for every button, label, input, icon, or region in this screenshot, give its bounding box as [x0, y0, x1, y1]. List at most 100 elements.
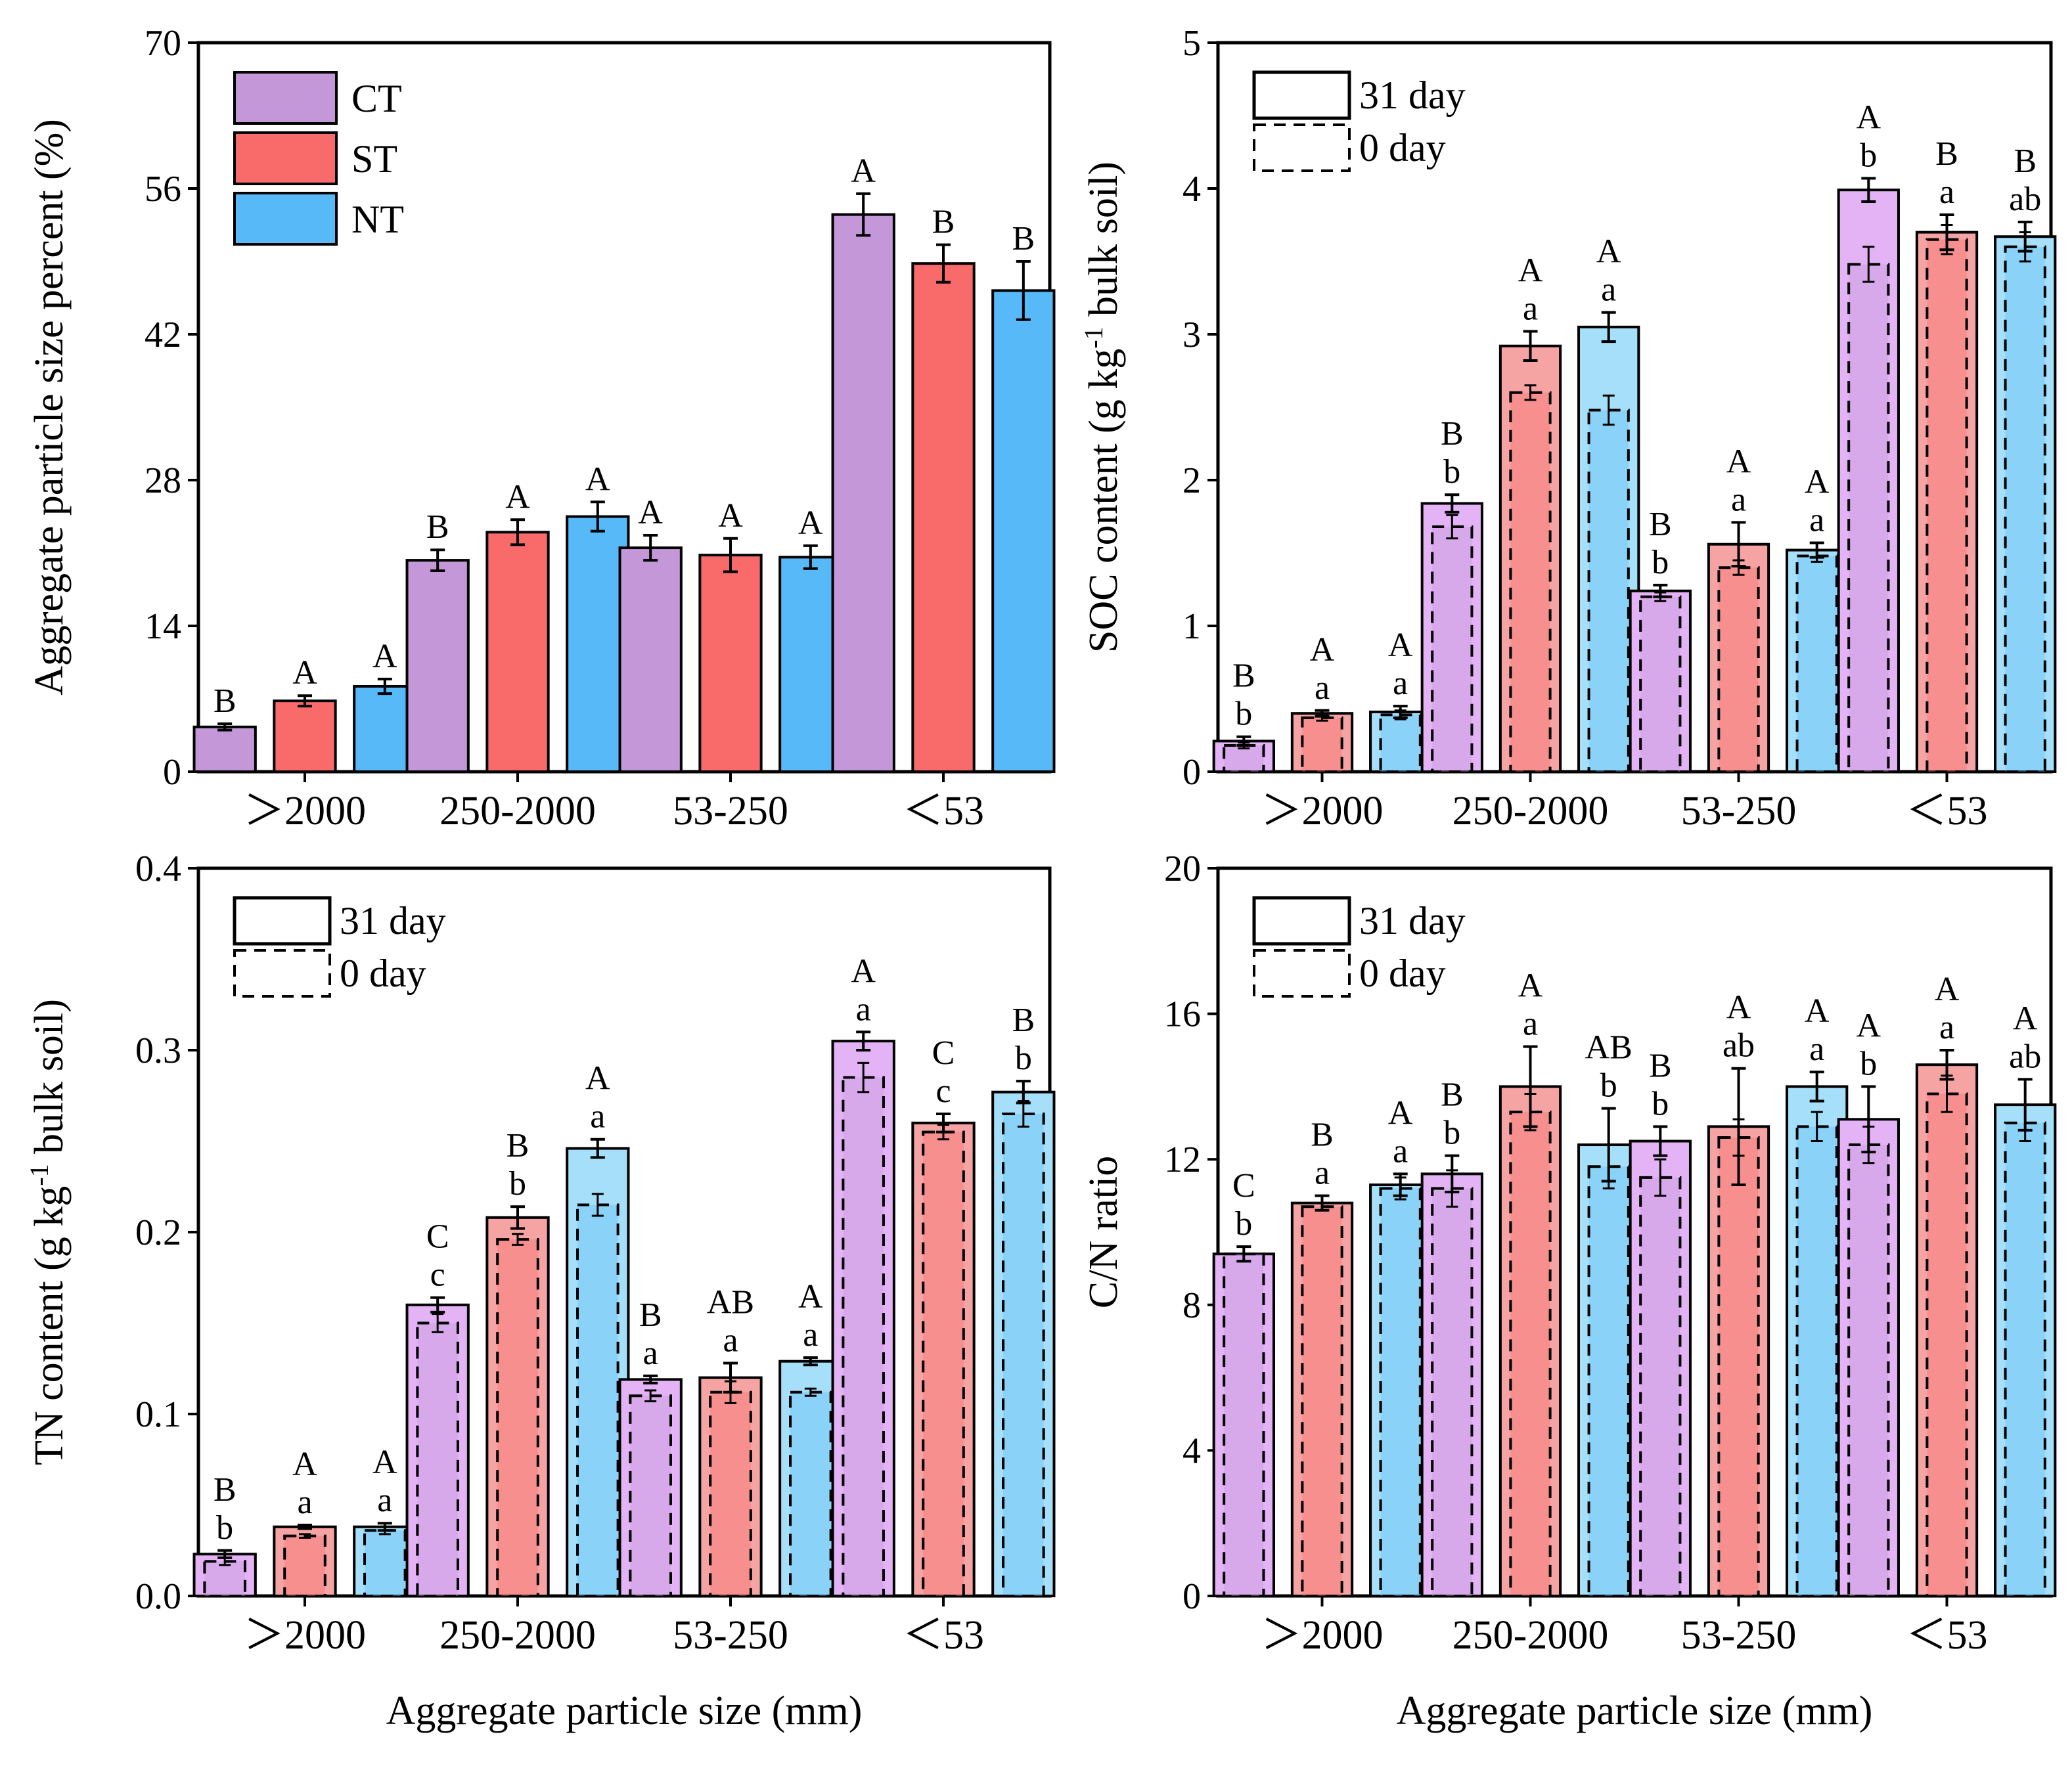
y-tick-label: 0 [163, 752, 181, 793]
significance-lower: b [1652, 544, 1669, 581]
legend-label: 0 day [340, 952, 426, 995]
x-category-label: ＞2000 [244, 789, 366, 833]
significance-lower: a [590, 1098, 605, 1136]
y-axis-title: Aggregate particle size percent (%) [27, 119, 72, 696]
panel-aggregate: 0 14 28 42 56 70 ＞2000 250-2000 53-250 ＜53 Aggrega… [27, 23, 1056, 833]
y-tick-label: 16 [1164, 994, 1201, 1035]
significance-lower: a [1939, 173, 1954, 211]
bar-day0-fill [790, 1392, 831, 1596]
bar-day0-fill [1510, 1112, 1550, 1596]
significance-upper: B [1012, 220, 1035, 257]
significance-upper: A [372, 638, 397, 675]
significance-lower: a [723, 1321, 738, 1359]
bar-day0-fill [1380, 1188, 1420, 1596]
y-tick-label: 4 [1182, 1430, 1201, 1471]
significance-upper: B [1441, 1076, 1464, 1114]
bar-st [911, 262, 976, 773]
significance-upper: A [1935, 971, 1960, 1008]
significance-lower: b [1443, 453, 1460, 491]
significance-upper: A [585, 460, 610, 498]
significance-lower: b [1600, 1067, 1617, 1105]
bar-day0-fill [417, 1323, 458, 1596]
legend-label: 0 day [1359, 126, 1446, 169]
legend-swatch-31-day [233, 896, 332, 946]
y-tick-label: 20 [1164, 849, 1201, 889]
bar-day0-fill [1432, 527, 1472, 772]
significance-upper: A [2013, 1000, 2038, 1037]
bar-ct [405, 559, 470, 773]
bar-ct [192, 725, 257, 774]
y-tick-label: 0 [1182, 1576, 1201, 1617]
x-category-label: ＜53 [1906, 789, 1987, 833]
x-category-label: ＜53 [903, 789, 984, 833]
significance-upper: A [851, 952, 876, 990]
significance-upper: B [1012, 1002, 1035, 1039]
significance-upper: A [1518, 967, 1543, 1004]
legend-label: 31 day [1359, 74, 1466, 117]
significance-upper: A [1310, 631, 1335, 669]
significance-upper: B [932, 204, 955, 241]
significance-lower: ab [2009, 181, 2041, 218]
significance-lower: a [1523, 1005, 1538, 1042]
significance-upper: A [1388, 1094, 1413, 1132]
significance-upper: AB [707, 1283, 754, 1321]
x-category-label: ＞2000 [244, 1613, 366, 1658]
significance-lower: b [1015, 1040, 1032, 1077]
bar-st [485, 531, 550, 773]
bar-day0-fill [497, 1239, 538, 1596]
panel-cn: 0 4 8 12 16 20 ＞2000 250-2000 53-250 ＜53 C/N ratio… [1081, 849, 2057, 1733]
significance-upper: A [718, 497, 743, 535]
y-tick-label: 2 [1182, 460, 1201, 501]
significance-upper: A [1857, 99, 1881, 136]
bar-ct [831, 213, 895, 773]
bar-day0-fill [1224, 745, 1264, 772]
significance-lower: b [1235, 1205, 1252, 1243]
significance-lower: a [643, 1335, 658, 1372]
x-category-label: 250-2000 [439, 789, 596, 833]
significance-upper: B [507, 1127, 529, 1164]
y-tick-label: 12 [1164, 1139, 1201, 1180]
significance-lower: a [1601, 271, 1616, 309]
panel-soc: 0 1 2 3 4 5 ＞2000 250-2000 53-250 ＜53 SOC content … [1079, 23, 2057, 833]
significance-lower: b [1652, 1085, 1669, 1122]
significance-lower: a [377, 1482, 392, 1519]
y-tick-label: 8 [1182, 1285, 1201, 1326]
significance-upper: B [1649, 1047, 1672, 1084]
bar-day0-fill [1302, 717, 1342, 772]
significance-lower: b [509, 1165, 526, 1203]
significance-upper: B [214, 1471, 236, 1509]
bar-day0-fill [1510, 392, 1550, 772]
y-tick-label: 0.2 [135, 1212, 181, 1253]
significance-upper: B [639, 1296, 662, 1334]
significance-upper: C [426, 1218, 449, 1256]
significance-upper: A [1726, 989, 1751, 1027]
significance-upper: B [1935, 135, 1958, 173]
x-category-label: 250-2000 [1453, 789, 1609, 833]
bar-nt [991, 289, 1056, 773]
significance-lower: b [1860, 137, 1877, 174]
bar-day0-fill [1797, 556, 1837, 772]
y-tick-label: 0.1 [135, 1394, 181, 1435]
significance-upper: A [292, 654, 317, 692]
bar-day0-fill [1588, 1166, 1629, 1596]
y-tick-label: 0.3 [135, 1030, 181, 1071]
bar-day0-fill [1224, 1254, 1264, 1596]
significance-upper: A [505, 478, 530, 516]
x-category-label: 53-250 [673, 1613, 788, 1658]
significance-lower: c [430, 1256, 445, 1294]
significance-lower: a [297, 1484, 312, 1521]
significance-upper: A [1805, 992, 1830, 1030]
significance-lower: b [1235, 696, 1252, 733]
significance-upper: A [1388, 627, 1413, 664]
bar-day0-fill [843, 1077, 884, 1596]
legend-label: CT [351, 77, 402, 120]
bar-day0-fill [1927, 239, 1967, 772]
bar-ct [618, 546, 683, 773]
significance-upper: A [585, 1060, 610, 1097]
significance-upper: C [932, 1034, 955, 1072]
significance-upper: A [1518, 252, 1543, 290]
legend-label: ST [351, 137, 397, 181]
significance-lower: a [1393, 665, 1408, 702]
bar-day0-fill [1849, 1145, 1889, 1596]
y-tick-label: 0.0 [135, 1576, 181, 1617]
